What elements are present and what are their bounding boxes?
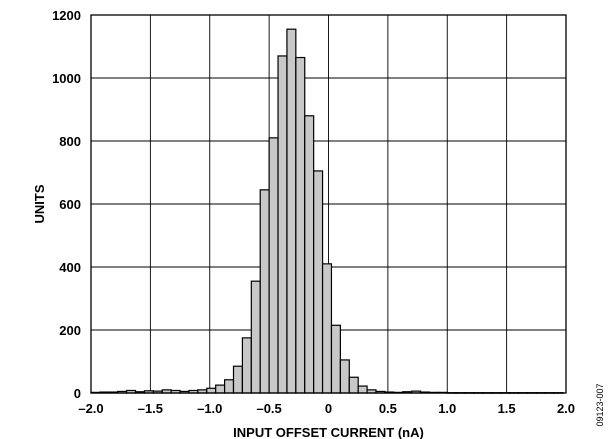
bars xyxy=(90,28,564,394)
histogram-bar xyxy=(348,376,359,394)
y-tick-label: 200 xyxy=(59,323,81,338)
histogram-bar xyxy=(232,365,244,394)
figure-id: 09123-007 xyxy=(595,383,605,426)
y-tick-label: 800 xyxy=(59,134,81,149)
y-tick-label: 600 xyxy=(59,197,81,212)
plot-frame xyxy=(90,14,567,394)
x-tick-label: 1.0 xyxy=(438,401,456,416)
x-tick-label: –1.5 xyxy=(138,401,163,416)
histogram-bar xyxy=(321,263,333,394)
x-tick-label: –0.5 xyxy=(256,401,281,416)
histogram-bar xyxy=(241,337,252,394)
x-tick-label: 0 xyxy=(325,401,332,416)
histogram-bar xyxy=(250,280,261,394)
histogram-bar xyxy=(313,170,324,394)
histogram-bar xyxy=(277,55,288,394)
histogram-bar xyxy=(206,387,217,394)
histogram-bar xyxy=(223,379,235,394)
histogram-bar xyxy=(259,189,270,394)
x-tick-label: 2.0 xyxy=(557,401,575,416)
x-tick-label: –2.0 xyxy=(78,401,103,416)
histogram-bar xyxy=(215,384,226,394)
histogram-bar xyxy=(357,385,368,394)
y-axis-label: UNITS xyxy=(32,184,47,223)
y-tick-label: 1000 xyxy=(52,71,81,86)
histogram-bar xyxy=(295,56,306,394)
histogram-bar xyxy=(304,115,315,394)
y-tick-labels: 0 200 400 600 800 1000 1200 xyxy=(52,8,81,401)
y-tick-label: 400 xyxy=(59,260,81,275)
y-tick-label: 0 xyxy=(74,386,81,401)
histogram-bar xyxy=(330,324,341,394)
x-tick-label: –1.0 xyxy=(197,401,222,416)
histogram-bar xyxy=(339,359,350,394)
x-tick-labels: –2.0 –1.5 –1.0 –0.5 0 0.5 1.0 1.5 2.0 xyxy=(78,401,575,416)
x-axis-label: INPUT OFFSET CURRENT (nA) xyxy=(233,425,424,439)
histogram-bar xyxy=(268,137,279,394)
histogram-bar xyxy=(286,28,297,394)
x-tick-label: 1.5 xyxy=(498,401,516,416)
x-tick-label: 0.5 xyxy=(379,401,397,416)
y-tick-label: 1200 xyxy=(52,8,81,23)
